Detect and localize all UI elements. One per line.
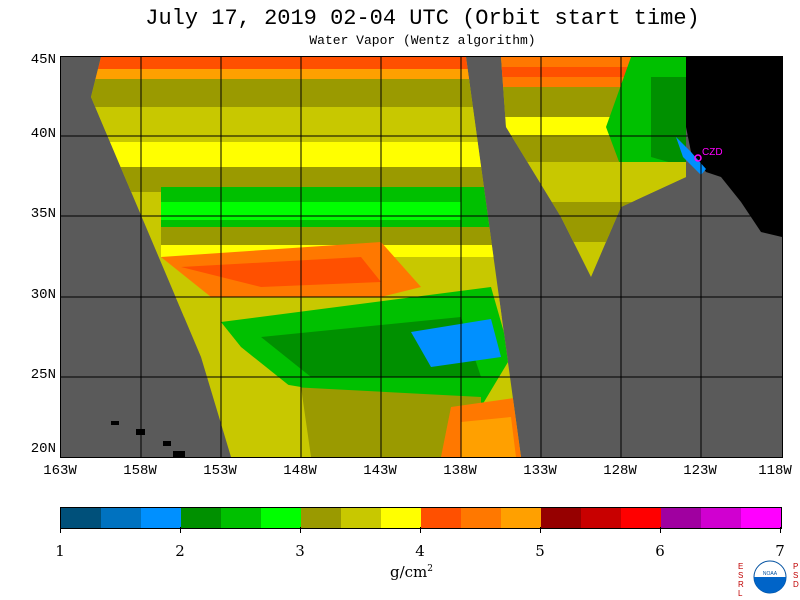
chart-title: July 17, 2019 02-04 UTC (Orbit start tim… (145, 6, 700, 31)
svg-text:S: S (793, 571, 798, 580)
colorbar-cell (341, 508, 381, 528)
land-mass (686, 57, 782, 237)
colorbar-cell (381, 508, 421, 528)
lon-label-133w: 133W (523, 463, 557, 479)
colorbar-cell (661, 508, 701, 528)
station-marker (694, 154, 702, 162)
graticule (61, 57, 782, 457)
chart-subtitle: Water Vapor (Wentz algorithm) (309, 33, 536, 48)
colorbar-tick (660, 527, 661, 533)
colorbar-cell (701, 508, 741, 528)
colorbar-cell (61, 508, 101, 528)
colorbar-tick-label: 2 (175, 542, 185, 560)
svg-text:E: E (738, 562, 743, 571)
colorbar-cell (541, 508, 581, 528)
lon-label-138w: 138W (443, 463, 477, 479)
svg-text:L: L (738, 589, 743, 598)
colorbar-tick (780, 527, 781, 533)
svg-text:D: D (793, 580, 799, 589)
lon-label-148w: 148W (283, 463, 317, 479)
coastal-strip (676, 137, 706, 175)
colorbar-cell (101, 508, 141, 528)
colorbar-tick-label: 3 (295, 542, 305, 560)
colorbar-tick-label: 5 (535, 542, 545, 560)
colorbar-cell (421, 508, 461, 528)
colorbar-tick-label: 6 (655, 542, 665, 560)
colorbar-units: g/cm2 (390, 563, 434, 581)
colorbar-tick-label: 4 (415, 542, 425, 560)
colorbar-tick (420, 527, 421, 533)
right-swath (501, 57, 686, 277)
lon-label-153w: 153W (203, 463, 237, 479)
hawaii-islands (111, 421, 185, 457)
colorbar-tick-label: 7 (775, 542, 785, 560)
colorbar-cell (301, 508, 341, 528)
colorbar-tick-label: 1 (55, 542, 65, 560)
colorbar-cell (461, 508, 501, 528)
svg-text:S: S (738, 571, 743, 580)
colorbar-tick (540, 527, 541, 533)
colorbar-tick (180, 527, 181, 533)
colorbar-cell (141, 508, 181, 528)
colorbar-tick (300, 527, 301, 533)
lat-label-40n: 40N (30, 126, 56, 142)
lon-label-118w: 118W (758, 463, 792, 479)
lat-label-35n: 35N (30, 206, 56, 222)
water-vapor-map (60, 56, 783, 458)
lat-label-25n: 25N (30, 367, 56, 383)
colorbar-cell (581, 508, 621, 528)
colorbar-tick (60, 527, 61, 533)
lon-label-163w: 163W (43, 463, 77, 479)
colorbar-cell (501, 508, 541, 528)
station-label-czd: CZD (702, 147, 723, 158)
svg-text:P: P (793, 562, 798, 571)
colorbar-cell (741, 508, 781, 528)
noaa-logo: E S R L NOAA P S D (738, 560, 799, 598)
colorbar-cell (181, 508, 221, 528)
colorbar-cell (221, 508, 261, 528)
lon-label-143w: 143W (363, 463, 397, 479)
lon-label-128w: 128W (603, 463, 637, 479)
svg-text:R: R (738, 580, 744, 589)
lon-label-123w: 123W (683, 463, 717, 479)
lat-label-20n: 20N (30, 441, 56, 457)
lon-label-158w: 158W (123, 463, 157, 479)
lat-label-45n: 45N (30, 52, 56, 68)
colorbar-cell (621, 508, 661, 528)
colorbar (60, 507, 782, 529)
map-canvas (61, 57, 782, 457)
svg-text:NOAA: NOAA (763, 571, 778, 577)
lat-label-30n: 30N (30, 287, 56, 303)
colorbar-cell (261, 508, 301, 528)
